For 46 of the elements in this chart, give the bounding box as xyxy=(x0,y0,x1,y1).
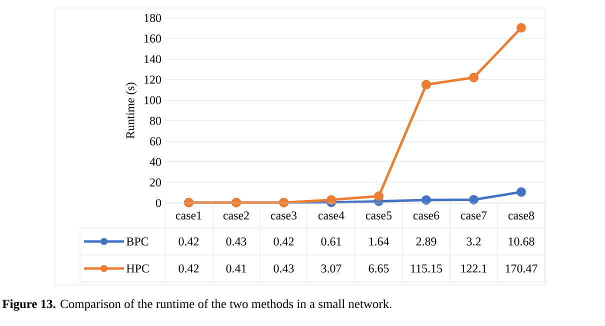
y-tick-label: 140 xyxy=(144,55,162,64)
point xyxy=(516,187,526,197)
x-tick-label: case7 xyxy=(460,212,487,220)
y-tick-label: 0 xyxy=(156,198,162,208)
text: Figure 13. Comparison of the runtime of the two methods in a small network. xyxy=(2,299,392,311)
data-label: 3.2 xyxy=(466,237,481,246)
point xyxy=(422,195,431,205)
y-tick-label: 60 xyxy=(150,137,162,146)
point xyxy=(469,72,478,82)
y-tick-label: 80 xyxy=(150,116,162,125)
data-label: 10.68 xyxy=(508,237,534,246)
x-tick-label: case1 xyxy=(176,211,202,220)
x-tick-label: case2 xyxy=(223,211,249,220)
data-label: 170.47 xyxy=(506,264,538,273)
data-label: 1.64 xyxy=(369,237,390,246)
data-label: 115.15 xyxy=(411,264,442,273)
x-tick-label: case5 xyxy=(366,212,392,220)
data-label: 0.42 xyxy=(178,237,199,246)
data-label: 0.61 xyxy=(321,237,342,246)
x-tick-label: case4 xyxy=(318,212,344,220)
y-tick-label: 40 xyxy=(150,158,162,166)
x-tick-label: case8 xyxy=(508,211,534,220)
y-tick-label: 100 xyxy=(144,96,162,104)
point xyxy=(374,191,384,201)
data-label: 122.1 xyxy=(461,264,486,273)
point xyxy=(516,23,526,33)
point xyxy=(422,80,431,90)
data-label: 0.42 xyxy=(274,237,294,246)
x-tick-label: case6 xyxy=(413,211,440,220)
y-tick-label: 120 xyxy=(144,76,162,84)
point xyxy=(326,195,336,205)
data-label: 0.42 xyxy=(178,264,199,273)
legend-label: HPC xyxy=(126,264,149,273)
x-tick-label: case3 xyxy=(270,211,297,220)
data-label: 3.07 xyxy=(321,264,342,273)
data-label: 0.43 xyxy=(226,237,246,246)
y-tick-label: 160 xyxy=(144,34,162,43)
data-label: 2.89 xyxy=(416,237,436,246)
y-axis-title: Runtime (s) xyxy=(126,82,137,139)
data-label: 0.43 xyxy=(274,264,294,273)
data-label: 0.41 xyxy=(226,264,246,273)
legend-label: BPC xyxy=(126,237,148,246)
point xyxy=(469,194,478,204)
data-label: 6.65 xyxy=(368,264,389,273)
y-tick-label: 20 xyxy=(150,178,162,186)
y-tick-label: 180 xyxy=(144,14,162,22)
